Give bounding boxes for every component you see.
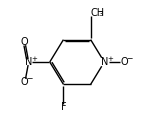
- Text: +: +: [107, 56, 113, 62]
- Text: N: N: [25, 57, 32, 67]
- Text: CH: CH: [90, 8, 104, 18]
- Text: +: +: [31, 56, 37, 62]
- Text: −: −: [126, 54, 133, 63]
- Text: N: N: [101, 57, 108, 67]
- Text: O: O: [20, 37, 28, 46]
- Text: O: O: [120, 57, 128, 67]
- Text: F: F: [61, 102, 66, 112]
- Text: −: −: [26, 74, 33, 83]
- Text: 3: 3: [98, 11, 103, 17]
- Text: O: O: [20, 77, 28, 87]
